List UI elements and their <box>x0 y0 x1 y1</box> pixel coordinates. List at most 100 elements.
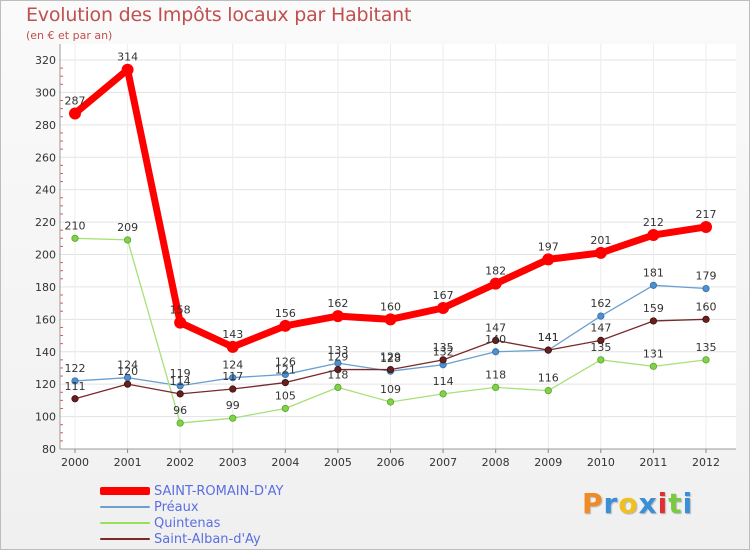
data-label: 105 <box>275 389 296 402</box>
data-point <box>544 346 552 354</box>
data-label: 217 <box>696 208 717 221</box>
data-label: 99 <box>226 399 240 412</box>
data-label: 314 <box>117 51 138 64</box>
data-point <box>492 336 500 345</box>
data-label: 141 <box>538 331 559 344</box>
data-label: 140 <box>485 333 506 346</box>
data-point <box>334 383 342 392</box>
data-label: 126 <box>275 355 296 368</box>
data-point <box>649 317 658 325</box>
data-point <box>542 253 555 266</box>
y-tick-label: 160 <box>35 313 56 326</box>
data-point <box>123 236 132 244</box>
data-label: 179 <box>696 270 717 283</box>
y-tick-label: 180 <box>35 281 56 294</box>
data-point <box>702 284 710 293</box>
data-label: 160 <box>380 300 401 313</box>
y-tick-label: 280 <box>35 119 56 132</box>
data-label: 117 <box>222 370 243 383</box>
data-point <box>226 340 239 353</box>
y-tick-label: 320 <box>35 54 56 67</box>
data-label: 135 <box>590 341 611 354</box>
data-label-layer: 122 124 119 124 126 133 128 132 140 141 162 181 179 2… <box>65 51 717 417</box>
x-tick-label: 2008 <box>482 456 510 469</box>
data-point <box>597 356 605 364</box>
data-label: 201 <box>590 234 611 247</box>
x-tick-label: 2005 <box>324 456 352 469</box>
series-layer <box>69 63 712 427</box>
data-point <box>597 312 605 320</box>
data-point <box>229 374 237 382</box>
logo-letter: o <box>618 487 639 520</box>
data-label: 209 <box>117 221 138 234</box>
data-label: 118 <box>327 368 348 381</box>
data-point <box>594 246 607 259</box>
data-point <box>439 356 447 364</box>
logo-letter: P <box>582 487 604 520</box>
data-point <box>281 370 289 379</box>
data-point <box>71 234 79 242</box>
data-label: 131 <box>643 347 664 360</box>
x-tick-label: 2009 <box>534 456 562 469</box>
y-tick-label: 300 <box>35 86 56 99</box>
data-label: 114 <box>170 375 191 388</box>
legend-swatch <box>100 522 150 524</box>
data-label: 124 <box>117 359 138 372</box>
data-label: 132 <box>433 346 454 359</box>
data-label: 147 <box>590 321 611 334</box>
data-label: 182 <box>485 265 506 278</box>
legend-swatch <box>100 487 150 495</box>
data-label: 143 <box>222 328 243 341</box>
data-point <box>229 385 237 393</box>
data-label: 135 <box>433 341 454 354</box>
line-chart: 80 100 120 140 160 180 200 220 240 260 280 300 320 20… <box>35 44 736 469</box>
data-point <box>279 319 292 332</box>
data-label: 128 <box>380 352 401 365</box>
y-tick-label: 80 <box>42 443 56 456</box>
data-point <box>702 315 710 323</box>
y-tick-label: 240 <box>35 184 56 197</box>
data-label: 116 <box>538 372 559 385</box>
legend-label: Préaux <box>154 499 199 515</box>
data-point <box>439 390 447 398</box>
y-tick-label: 100 <box>35 411 56 424</box>
logo-letter: i <box>657 487 669 520</box>
data-point <box>492 348 500 356</box>
data-label: 133 <box>327 344 348 357</box>
data-label: 156 <box>275 307 296 320</box>
data-point <box>544 387 552 395</box>
data-point <box>281 378 289 387</box>
data-point <box>597 336 605 345</box>
y-tick-label: 220 <box>35 216 56 229</box>
data-point <box>700 220 712 233</box>
data-point <box>71 377 79 385</box>
data-point <box>649 362 658 370</box>
data-label: 159 <box>643 302 664 315</box>
data-label: 212 <box>643 216 664 229</box>
legend-label: Quintenas <box>154 515 221 531</box>
data-point <box>386 398 395 406</box>
x-tick-label: 2012 <box>692 456 720 469</box>
data-label: 109 <box>380 383 401 396</box>
x-tick-label: 2007 <box>429 456 457 469</box>
data-label: 118 <box>485 368 506 381</box>
data-label: 287 <box>65 94 86 107</box>
data-point <box>489 277 502 290</box>
logo-letter: r <box>603 487 619 520</box>
x-tick-label: 2010 <box>587 456 615 469</box>
data-label: 111 <box>65 380 86 393</box>
x-tick-label: 2006 <box>377 456 405 469</box>
x-tick-label: 2001 <box>114 456 142 469</box>
data-label: 121 <box>275 364 296 377</box>
x-tick-label: 2004 <box>271 456 299 469</box>
data-point <box>386 365 395 374</box>
data-point <box>121 63 134 76</box>
logo-letter: i <box>682 487 694 520</box>
data-label: 181 <box>643 266 664 279</box>
legend-item: Quintenas <box>100 515 283 531</box>
legend-item: Saint-Alban-d'Ay <box>100 531 283 547</box>
proxiti-logo: Proxiti <box>582 487 693 520</box>
data-label: 141 <box>538 331 559 344</box>
y-tick-label: 200 <box>35 249 56 262</box>
data-point <box>334 365 342 374</box>
